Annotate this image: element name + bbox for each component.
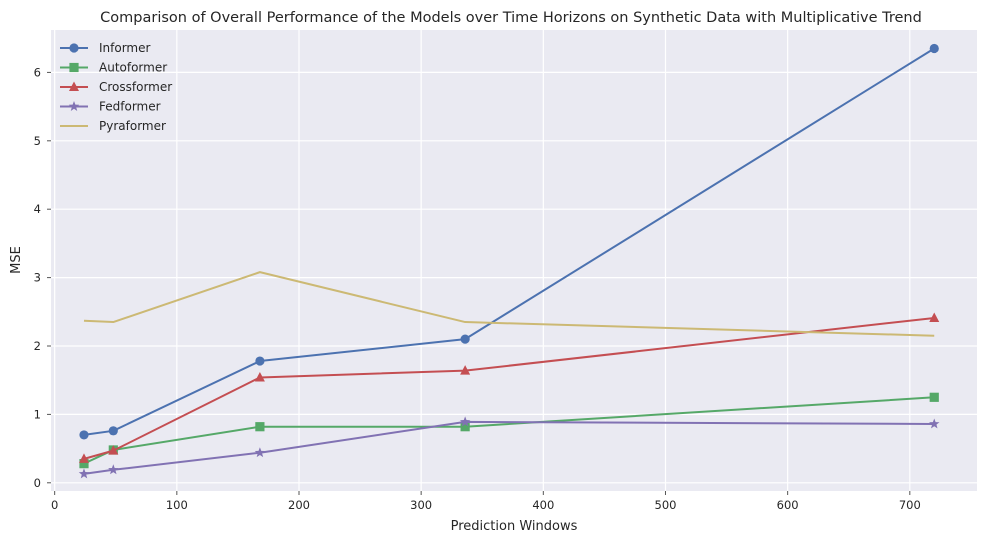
y-tick-label: 2 xyxy=(34,339,41,353)
y-tick-label: 3 xyxy=(34,271,41,285)
series-informer xyxy=(79,43,939,440)
series-crossformer xyxy=(78,312,940,463)
legend-item-informer: Informer xyxy=(60,41,151,55)
x-tick-label: 100 xyxy=(166,498,188,512)
y-tick-label: 5 xyxy=(34,134,41,148)
y-axis-label: MSE xyxy=(9,246,24,274)
x-tick-label: 200 xyxy=(288,498,310,512)
y-tick-label: 1 xyxy=(34,407,41,421)
data-point xyxy=(929,418,940,429)
data-point xyxy=(459,416,471,427)
data-point xyxy=(460,365,471,375)
data-point xyxy=(460,334,470,344)
x-axis-label: Prediction Windows xyxy=(451,519,578,534)
data-point xyxy=(108,464,119,475)
legend-marker xyxy=(68,101,80,111)
data-point xyxy=(255,356,265,366)
x-tick-label: 0 xyxy=(51,498,58,512)
data-point xyxy=(929,312,940,322)
legend-label: Fedformer xyxy=(99,100,161,114)
legend-marker xyxy=(69,62,79,73)
data-point xyxy=(108,426,118,436)
data-point xyxy=(460,422,470,432)
series-pyraformer xyxy=(83,271,935,337)
data-point xyxy=(254,371,265,382)
series-fedformer xyxy=(78,416,940,479)
data-point xyxy=(254,447,266,458)
x-tick-label: 400 xyxy=(532,498,554,512)
y-tick-label: 4 xyxy=(34,202,41,216)
x-tick-label: 600 xyxy=(777,498,799,512)
chart-title: Comparison of Overall Performance of the… xyxy=(100,10,922,26)
legend-item-crossformer: Crossformer xyxy=(60,80,172,94)
legend-marker xyxy=(69,81,79,91)
legend-item-fedformer: Fedformer xyxy=(60,100,161,114)
series-line xyxy=(83,271,935,337)
data-point xyxy=(78,468,90,479)
data-point xyxy=(78,453,89,463)
y-tick-label: 6 xyxy=(34,65,41,79)
data-point xyxy=(79,430,89,440)
data-point xyxy=(255,422,265,432)
legend: Informer Autoformer Crossformer Fedformer Py… xyxy=(60,41,172,133)
legend-label: Informer xyxy=(99,41,151,55)
data-point xyxy=(108,445,119,455)
legend-label: Crossformer xyxy=(99,80,172,94)
x-tick-label: 300 xyxy=(410,498,432,512)
x-tick-label: 500 xyxy=(655,498,677,512)
data-point xyxy=(79,459,89,469)
legend-marker xyxy=(69,43,79,53)
data-point xyxy=(929,43,939,54)
legend-label: Autoformer xyxy=(99,61,167,75)
legend-item-autoformer: Autoformer xyxy=(60,61,167,75)
legend-label: Pyraformer xyxy=(99,119,166,133)
x-tick-label: 700 xyxy=(899,498,921,512)
y-tick-label: 0 xyxy=(34,476,41,490)
legend-item-pyraformer: Pyraformer xyxy=(60,119,166,133)
data-point xyxy=(929,392,939,402)
